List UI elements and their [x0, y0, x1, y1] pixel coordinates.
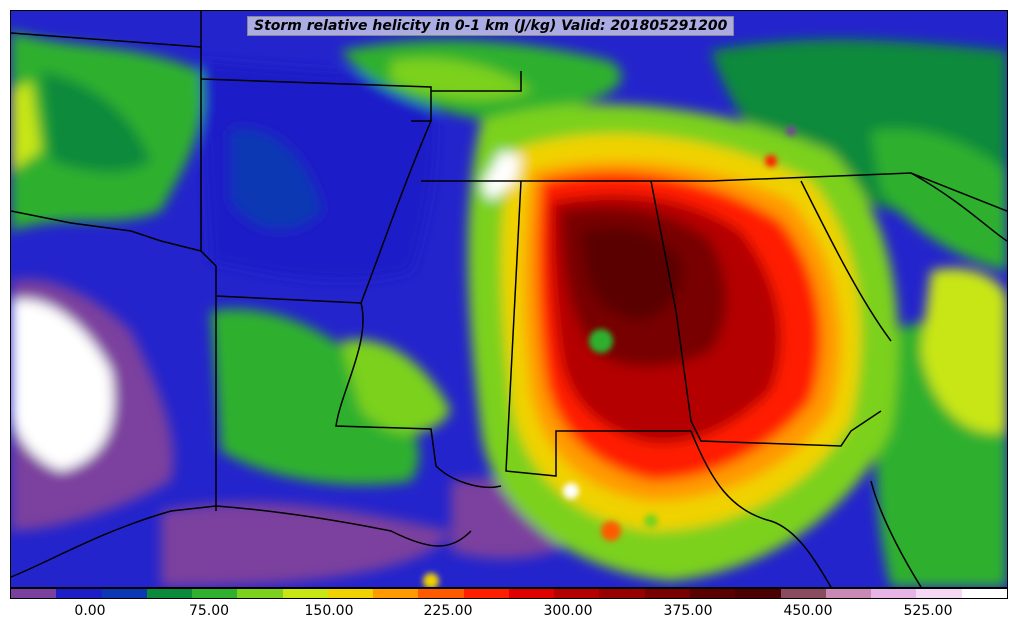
colorbar-segment: [825, 589, 872, 598]
colorbar-tick-label: 75.00: [188, 603, 230, 619]
colorbar-tick-label: 225.00: [423, 603, 473, 619]
colorbar-tick-label: 150.00: [304, 603, 354, 619]
colorbar-segment: [689, 589, 736, 598]
colorbar-segment: [463, 589, 509, 598]
colorbar-segment: [282, 589, 328, 598]
colorbar-segment: [418, 589, 464, 598]
colorbar-segment: [327, 589, 374, 598]
helicity-map: [11, 11, 1007, 587]
colorbar-segment: [508, 589, 555, 598]
colorbar-segment: [916, 589, 962, 598]
colorbar-segment: [735, 589, 781, 598]
colorbar-tick-label: 525.00: [903, 603, 953, 619]
colorbar-tick-label: 300.00: [543, 603, 593, 619]
colorbar-segment: [101, 589, 147, 598]
colorbar-segment: [192, 589, 238, 598]
colorbar-segment: [644, 589, 690, 598]
state-boundaries: [11, 11, 1007, 587]
colorbar-segment: [11, 589, 57, 598]
colorbar-tick-label: 375.00: [663, 603, 713, 619]
colorbar-segment: [780, 589, 826, 598]
colorbar-segment: [961, 589, 1007, 598]
map-panel: Storm relative helicity in 0-1 km (J/kg)…: [10, 10, 1008, 588]
colorbar-tick-label: 0.00: [74, 603, 106, 619]
convective-cells: [423, 126, 796, 587]
colorbar-segment: [237, 589, 283, 598]
colorbar-segment: [871, 589, 917, 598]
map-title: Storm relative helicity in 0-1 km (J/kg)…: [247, 16, 735, 36]
colorbar-segment: [146, 589, 193, 598]
colorbar-tick-label: 450.00: [783, 603, 833, 619]
helicity-field: [11, 31, 1007, 587]
colorbar-segment: [373, 589, 419, 598]
colorbar-segment: [599, 589, 645, 598]
colorbar: [10, 588, 1008, 599]
colorbar-segment: [56, 589, 102, 598]
colorbar-segment: [554, 589, 600, 598]
